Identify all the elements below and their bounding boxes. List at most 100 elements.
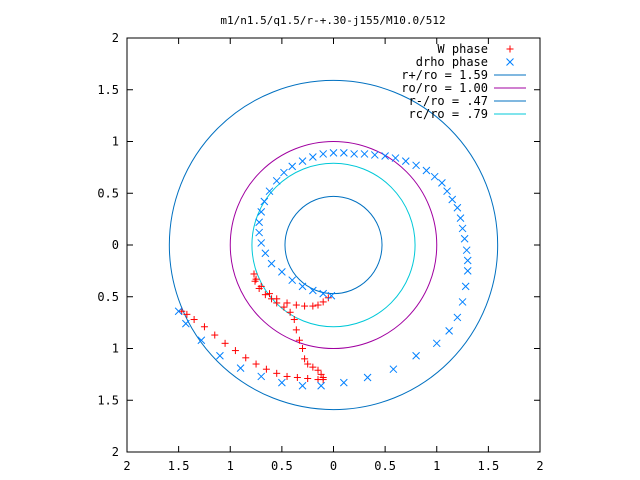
w-phase-point [265,290,273,298]
drho-phase-point [278,268,286,276]
drho-phase-point [460,234,469,243]
drho-phase-point [360,150,369,158]
w-phase-point [268,295,276,303]
w-phase-point [183,310,191,318]
drho-phase-point [181,319,190,328]
drho-phase-point [257,239,266,247]
drho-phase-point [461,282,470,291]
drho-phase-point [463,256,472,265]
w-phase-point [283,372,291,380]
w-phase-point [295,336,303,344]
drho-phase-point [412,351,420,360]
y-tick-label: 1.5 [97,393,119,407]
drho-phase-point [430,172,439,181]
w-phase-point [211,331,219,339]
drho-phase-point [272,176,281,185]
x-tick-label: 2 [123,459,130,473]
x-tick-label: 0.5 [374,459,396,473]
drho-phase-point [401,157,410,166]
w-phase-point [292,301,300,309]
drho-phase-point [278,378,286,387]
x-tick-label: 1.5 [478,459,500,473]
drho-phase-point [391,154,400,162]
y-tick-label: 1 [112,135,119,149]
w-phase-point [261,291,269,299]
drho-phase-point [308,286,317,295]
drho-phase-point [329,149,338,157]
drho-phase-point [288,162,297,171]
chart-title: m1/n1.5/q1.5/r-+.30-j155/M10.0/512 [220,14,445,27]
w-phase-point [286,308,294,316]
w-phase-point [301,302,309,310]
drho-phase-point [453,313,462,322]
w-phase-point [190,316,198,324]
drho-phase-point [381,152,389,160]
radius-circle [284,195,383,295]
series-layer [174,149,472,390]
drho-phase-point [363,373,372,382]
drho-phase-point [236,364,245,373]
w-phase-point [314,366,322,374]
w-phase-point [319,298,327,306]
drho-phase-point [339,149,348,157]
x-tick-label: 0.5 [271,459,293,473]
drho-phase-point [317,381,325,390]
x-axis: 2 1.5 1 0.5 0 0.5 1 1.5 2 [123,38,544,473]
y-tick-label: 1 [112,342,119,356]
drho-phase-point [389,365,398,374]
w-phase-point [304,360,312,368]
drho-phase-point [288,276,297,285]
w-phase-point [283,299,291,307]
radius-circle [251,162,416,328]
x-tick-label: 2 [536,459,543,473]
y-tick-label: 0.5 [97,290,119,304]
drho-phase-point [298,157,307,166]
y-tick-label: 1.5 [97,83,119,97]
w-phase-point [280,303,288,311]
drho-phase-point [438,179,446,187]
w-phase-point [200,323,208,331]
w-phase-point [309,363,317,371]
w-phase-point [178,307,186,315]
drho-phase-point [453,203,462,212]
legend-label: W phase [437,42,488,56]
w-phase-point [290,316,298,324]
drho-phase-point [456,214,465,222]
w-phase-point [309,302,317,310]
w-phase-point [301,355,309,363]
w-phase-point [262,365,270,373]
drho-phase-point [216,351,224,360]
y-tick-label: 2 [112,445,119,459]
legend-label: rc/ro = .79 [409,107,488,121]
w-phase-point [299,345,307,352]
x-tick-label: 1.5 [168,459,190,473]
drho-phase-point [267,259,276,268]
drho-phase-point [463,267,472,275]
drho-phase-point [458,224,467,233]
drho-phase-point [255,228,264,237]
w-phase-point [242,354,250,362]
drho-phase-point [260,197,269,206]
w-phase-point [255,284,263,292]
w-phase-point [324,294,332,302]
drho-phase-point [462,246,471,255]
y-tick-label: 2 [112,31,119,45]
drho-phase-point [339,378,348,387]
drho-phase-point [255,218,264,227]
w-phase-point [292,326,300,334]
w-phase-point [304,375,312,383]
drho-phase-point [327,291,336,300]
w-phase-point [251,277,259,285]
drho-phase-point [448,195,457,204]
w-phase-point [273,299,281,307]
w-phase-point [273,369,281,377]
drho-phase-point [265,187,274,196]
drho-phase-point [319,150,328,158]
x-tick-label: 1 [433,459,440,473]
drho-phase-point [174,307,183,316]
drho-phase-point [280,168,288,177]
drho-phase-point [412,161,420,170]
